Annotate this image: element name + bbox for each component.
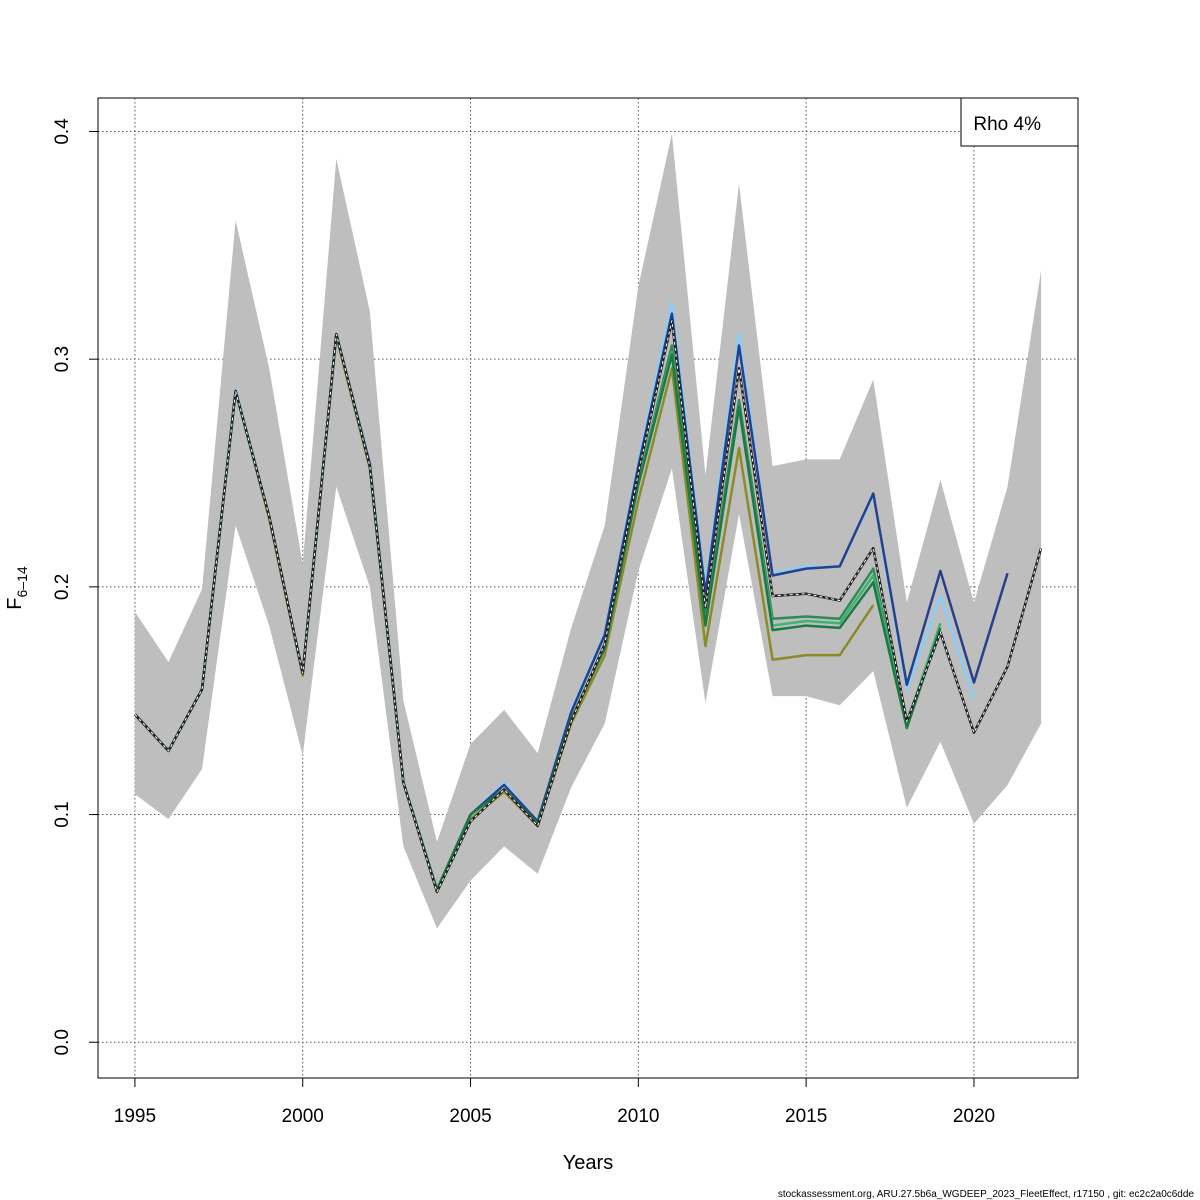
series-lines-group [133, 300, 1043, 894]
axes-group: 1995 2000 2005 2010 2015 2020 0.0 0.1 0.2 0.3 0.4 [52, 118, 995, 1127]
y-axis-title-sub: 6–14 [14, 566, 30, 597]
x-tick-label: 2020 [953, 1106, 995, 1127]
svg-text:F6–14: F6–14 [4, 566, 30, 610]
legend-box [960, 97, 1079, 147]
legend-text: Rho 4% [973, 114, 1041, 135]
x-axis-title: Years [563, 1152, 613, 1174]
y-tick-label: 0.1 [52, 801, 73, 827]
x-tick-label: 2000 [282, 1106, 324, 1127]
y-tick-label: 0.0 [52, 1029, 73, 1055]
legend: Rho 4% [960, 97, 1079, 147]
plot-frame [97, 97, 1079, 1079]
y-tick-label: 0.4 [52, 118, 73, 145]
y-tick-label: 0.2 [52, 574, 73, 600]
series-line-base-dash [134, 320, 1042, 894]
x-tick-label: 2015 [785, 1106, 827, 1127]
x-tick-label: 2005 [449, 1106, 491, 1127]
y-axis-title: F6–14 [4, 566, 30, 610]
x-tick-label: 2010 [617, 1106, 659, 1127]
confidence-band-group [134, 133, 1042, 929]
footer-text: stockassessment.org, ARU.27.5b6a_WGDEEP_… [778, 1189, 1195, 1200]
y-tick-label: 0.3 [52, 346, 73, 372]
x-tick-label: 1995 [114, 1106, 156, 1127]
confidence-band [134, 133, 1042, 929]
y-axis-title-main: F [4, 597, 26, 609]
grid-lines [98, 98, 1078, 1078]
